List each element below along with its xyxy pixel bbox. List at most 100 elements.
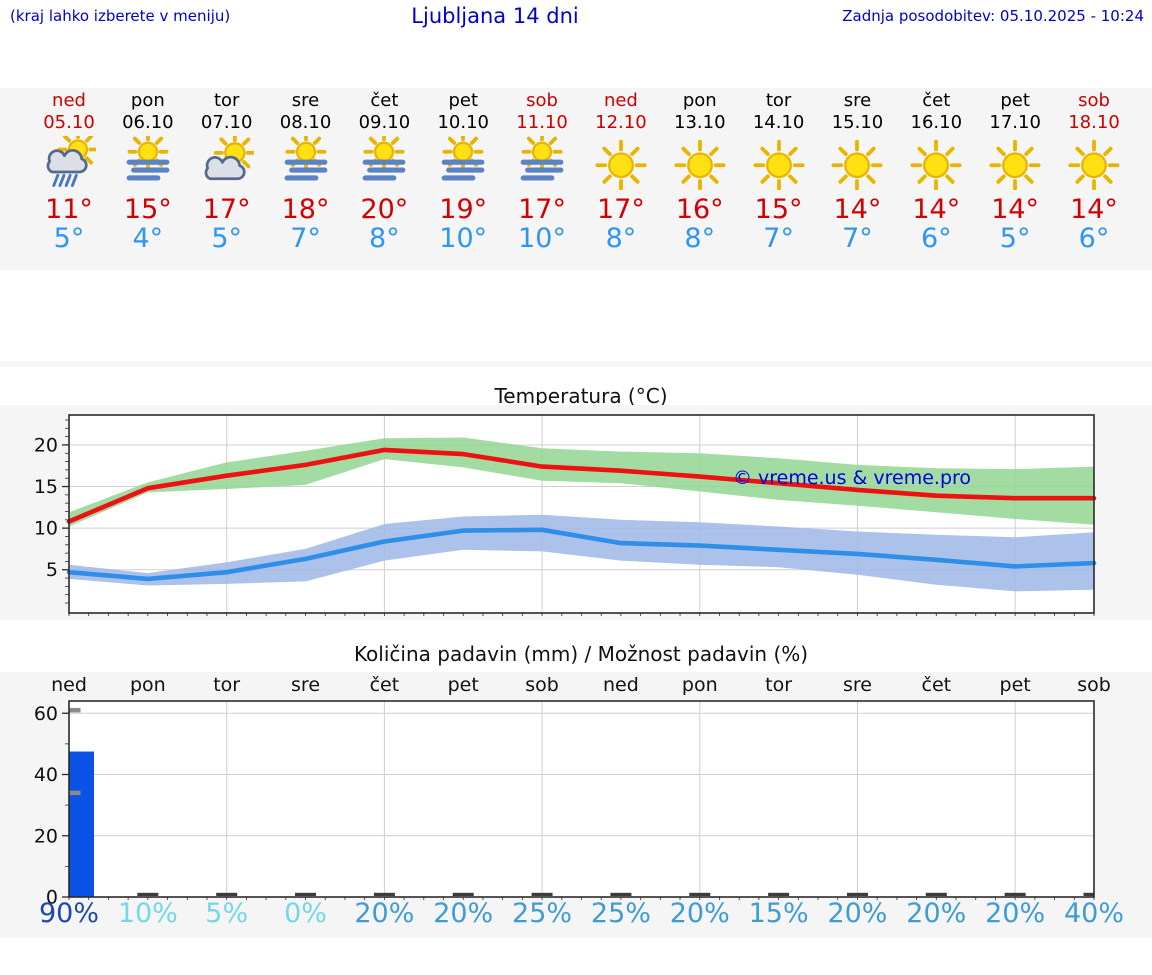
forecast-day-10[interactable]: sre 15.10 14° 7°	[818, 90, 897, 253]
high-temperature: 15°	[754, 194, 803, 225]
y-tick-label: 0	[46, 887, 58, 909]
weather-icon-sun-fog	[424, 136, 503, 194]
y-tick-label: 60	[34, 703, 58, 725]
forecast-day-0[interactable]: ned 05.10 11° 5°	[30, 90, 109, 253]
low-temperature: 4°	[132, 223, 164, 254]
day-name: tor	[213, 90, 240, 111]
precip-zero-mark	[373, 892, 395, 896]
precip-probability: 20%	[433, 898, 494, 929]
day-date: 10.10	[437, 112, 489, 133]
weather-icon-sun	[897, 136, 976, 194]
precip-zero-mark	[137, 892, 159, 896]
forecast-day-4[interactable]: čet 09.10 20° 8°	[345, 90, 424, 253]
min-temperature-line	[66, 527, 1097, 582]
high-temperature: 17°	[518, 194, 566, 225]
forecast-day-2[interactable]: tor 07.10 17° 5°	[187, 90, 266, 253]
y-tick-label: 20	[34, 825, 58, 847]
low-temperature: 7°	[290, 223, 321, 254]
low-temperature: 10°	[518, 223, 566, 254]
forecast-day-6[interactable]: sob 11.10 17° 10°	[503, 90, 582, 253]
day-date: 16.10	[910, 112, 963, 133]
last-update: Zadnja posodobitev: 05.10.2025 - 10:24	[842, 7, 1144, 25]
forecast-day-7[interactable]: ned 12.10 17° 8°	[581, 90, 660, 253]
low-temperature: 5°	[211, 223, 243, 254]
day-name: ned	[52, 90, 86, 111]
forecast-day-13[interactable]: sob 18.10 14° 6°	[1055, 90, 1134, 253]
precip-chart: ned pon tor sre čet pet sob ned pon tor sre čet pet s…	[0, 672, 1152, 938]
plot-border	[68, 414, 1095, 614]
precip-day-label: pon	[681, 674, 718, 696]
day-name: sob	[526, 90, 558, 111]
plot-border	[68, 700, 1095, 898]
day-name: tor	[765, 90, 792, 111]
forecast-day-9[interactable]: tor 14.10 15° 7°	[739, 90, 818, 253]
low-temperature: 10°	[439, 223, 488, 254]
day-name: pon	[130, 90, 165, 111]
precip-zero-mark	[610, 892, 632, 896]
forecast-day-12[interactable]: pet 17.10 14° 5°	[976, 90, 1055, 253]
day-name: sre	[291, 90, 320, 111]
weather-icon-sun	[976, 136, 1055, 194]
precip-day-label: čet	[369, 674, 400, 696]
precip-zero-mark	[846, 892, 868, 896]
low-temperature: 7°	[763, 223, 794, 254]
y-tick-label: 5	[46, 559, 58, 581]
forecast-day-3[interactable]: sre 08.10 18° 7°	[266, 90, 345, 253]
low-temperature: 5°	[53, 223, 85, 254]
weather-icon-sun	[1055, 136, 1134, 194]
forecast-day-11[interactable]: čet 16.10 14° 6°	[897, 90, 976, 253]
forecast-day-8[interactable]: pon 13.10 16° 8°	[660, 90, 739, 253]
precip-day-label: pon	[129, 674, 166, 696]
precip-zero-mark	[216, 892, 238, 896]
day-date: 13.10	[674, 112, 726, 133]
menu-hint: (kraj lahko izberete v meniju)	[10, 7, 231, 25]
weather-icon-sun-cloud	[187, 136, 266, 194]
day-date: 14.10	[752, 112, 805, 133]
precip-day-label: pet	[447, 674, 479, 696]
precip-day-label: ned	[603, 674, 639, 696]
precip-zero-mark	[531, 892, 553, 896]
precip-probability: 10%	[117, 898, 178, 929]
plot-bg	[69, 701, 1094, 897]
high-temperature: 20°	[360, 194, 409, 225]
high-temperature: 17°	[202, 194, 251, 225]
day-name: sre	[843, 90, 872, 111]
precip-zero-mark	[295, 892, 317, 896]
day-name: pet	[1000, 90, 1030, 111]
precip-probability: 5%	[205, 898, 249, 929]
high-temperature: 17°	[596, 194, 645, 225]
precip-probability: 0%	[284, 898, 327, 929]
high-temperature: 11°	[45, 194, 93, 225]
y-tick-label: 15	[34, 476, 58, 498]
forecast-day-5[interactable]: pet 10.10 19° 10°	[424, 90, 503, 253]
day-name: pon	[682, 90, 717, 111]
precip-bar	[69, 751, 94, 897]
high-temperature: 19°	[439, 194, 488, 225]
day-name: sob	[1078, 90, 1110, 111]
day-date: 09.10	[358, 112, 411, 133]
min-temperature-band	[69, 514, 1094, 592]
precip-day-label: sob	[525, 674, 559, 696]
precip-probability: 20%	[906, 898, 967, 929]
precip-probability: 90%	[38, 898, 99, 929]
temperature-chart: 5 10 15 20 © vreme.us & vreme.pro	[0, 405, 1152, 620]
precip-day-label: ned	[51, 674, 87, 696]
high-temperature: 15°	[123, 194, 172, 225]
watermark-link[interactable]: © vreme.us & vreme.pro	[732, 467, 972, 489]
high-temperature: 14°	[833, 194, 882, 225]
y-tick-label: 20	[34, 434, 58, 456]
day-name: pet	[448, 90, 478, 111]
max-temperature-line	[66, 447, 1097, 524]
precip-probability: 20%	[669, 898, 730, 929]
weather-icon-sun-rain	[30, 136, 109, 194]
y-tick-label: 10	[34, 518, 58, 540]
precip-zero-mark	[452, 892, 474, 896]
forecast-day-1[interactable]: pon 06.10 15° 4°	[108, 90, 187, 253]
precip-probability: 25%	[590, 898, 651, 929]
day-date: 05.10	[43, 112, 95, 133]
low-temperature: 6°	[1078, 223, 1110, 254]
weather-icon-sun-fog	[266, 136, 345, 194]
precip-day-label: sre	[291, 674, 321, 696]
precip-chart-title: Količina padavin (mm) / Možnost padavin …	[353, 642, 809, 666]
day-date: 11.10	[516, 112, 568, 133]
